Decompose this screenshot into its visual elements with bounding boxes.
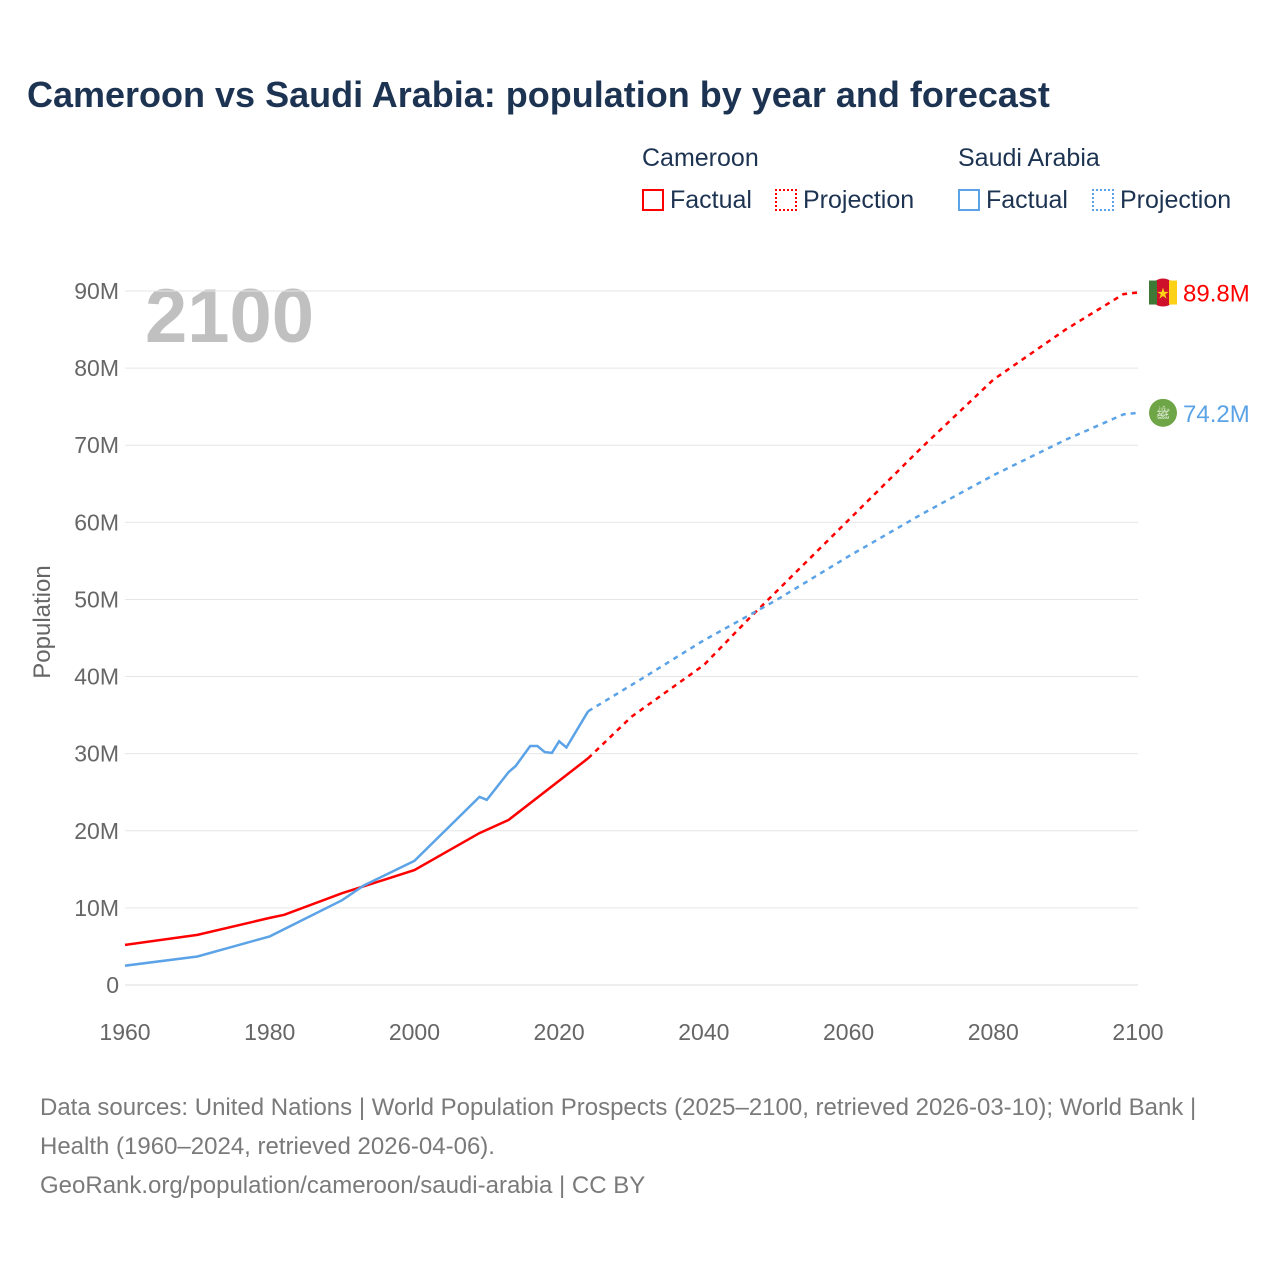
data-sources: Data sources: United Nations | World Pop… <box>40 1094 1197 1160</box>
y-tick-label: 60M <box>74 509 119 535</box>
legend-swatch <box>1092 189 1114 211</box>
flag-star: ★ <box>1156 286 1169 303</box>
x-tick-label: 1980 <box>244 1019 295 1045</box>
x-tick-label: 1960 <box>99 1019 150 1045</box>
saudi-arabia-projection-line <box>587 411 1139 713</box>
y-tick-label: 50M <box>74 586 119 612</box>
y-tick-label: 40M <box>74 664 119 690</box>
cameroon-factual-line <box>124 757 589 947</box>
x-tick-label: 2040 <box>678 1019 729 1045</box>
flag-stripe <box>1149 280 1157 305</box>
saudi-arabia-flag-icon <box>1149 398 1177 427</box>
y-tick-label: 30M <box>74 741 119 767</box>
y-axis-label: Population <box>29 565 56 678</box>
y-tick-label: 80M <box>74 355 119 381</box>
flag-stripe <box>1169 280 1177 305</box>
legend-swatch <box>642 189 664 211</box>
x-tick-label: 2060 <box>823 1019 874 1045</box>
legend-swatch <box>958 189 980 211</box>
legend-swatch <box>775 189 797 211</box>
x-tick-label: 2100 <box>1112 1019 1163 1045</box>
y-tick-label: 10M <box>74 895 119 921</box>
y-tick-label: 20M <box>74 818 119 844</box>
y-tick-label: 70M <box>74 432 119 458</box>
cameroon-projection-line <box>587 291 1139 760</box>
y-tick-label: 90M <box>74 278 119 304</box>
saudi-arabia-end-label: 74.2M <box>1183 401 1250 428</box>
saudi-arabia-factual-line <box>124 710 590 967</box>
chart-title: Cameroon vs Saudi Arabia: population by … <box>27 74 1050 115</box>
x-tick-label: 2020 <box>534 1019 585 1045</box>
legend-cameroon-projection[interactable]: Projection <box>775 186 914 215</box>
y-tick-label: 0 <box>106 972 119 998</box>
legend-group-saudi-arabia: Saudi Arabia <box>958 144 1100 172</box>
cameroon-end-label: 89.8M <box>1183 281 1250 308</box>
legend-saudi-projection[interactable]: Projection <box>1092 186 1231 215</box>
x-tick-label: 2000 <box>389 1019 440 1045</box>
source-link[interactable]: GeoRank.org/population/cameroon/saudi-ar… <box>40 1172 646 1199</box>
legend-saudi-factual[interactable]: Factual <box>958 186 1068 215</box>
year-label: 2100 <box>145 274 314 359</box>
legend-cameroon-factual[interactable]: Factual <box>642 186 752 215</box>
x-tick-label: 2080 <box>968 1019 1019 1045</box>
legend-group-cameroon: Cameroon <box>642 144 759 172</box>
flag-emblem: ﷺ <box>1156 405 1171 421</box>
footer: Data sources: United Nations | World Pop… <box>40 1088 1240 1205</box>
